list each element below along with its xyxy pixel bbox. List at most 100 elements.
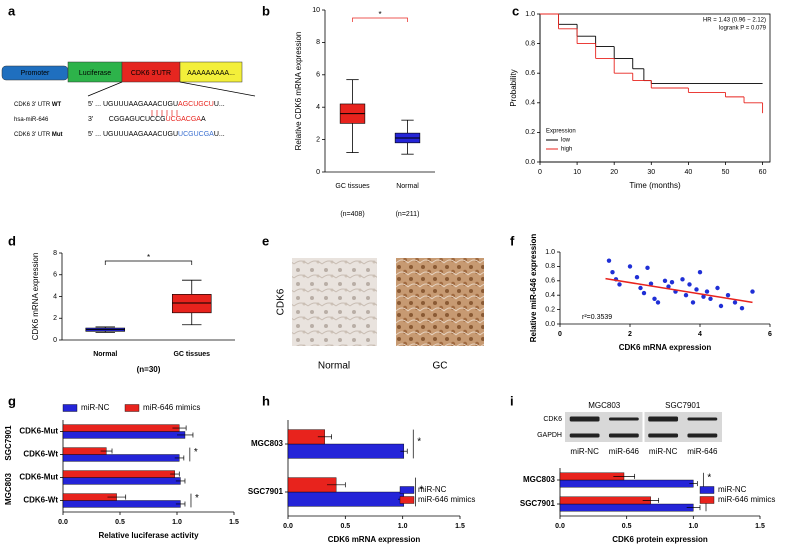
- y-tick-label: MGC803: [523, 475, 556, 484]
- y-tick-label: CDK6-Wt: [23, 496, 58, 505]
- bar: [62, 447, 107, 455]
- fit-line: [605, 277, 753, 304]
- point: [683, 293, 689, 298]
- y-tick-label: CDK6-Wt: [23, 450, 58, 459]
- legend-swatch: [62, 404, 78, 412]
- legend-label: miR-NC: [81, 403, 110, 412]
- x-tick-label: GC tissues: [335, 183, 370, 190]
- bar: [287, 443, 405, 459]
- point: [725, 293, 731, 298]
- blot-band: [608, 433, 639, 438]
- x-tick-label: 6: [768, 331, 772, 338]
- text-part: WT: [52, 102, 62, 108]
- panel-label: i: [510, 393, 514, 408]
- annotation: HR = 1.43 (0.96 − 2.12): [703, 18, 766, 24]
- group-label: MGC803: [4, 472, 13, 505]
- significance-label: *: [417, 437, 421, 448]
- x-sublabel: (n=408): [340, 211, 364, 218]
- point: [634, 275, 640, 280]
- x-tick-label: 0: [558, 331, 562, 338]
- y-tick-label: 4: [53, 293, 57, 300]
- panel-label: g: [8, 393, 16, 408]
- row-name: hsa-miR-646: [14, 117, 49, 123]
- legend-label: miR-NC: [418, 485, 447, 494]
- y-tick-label: 10: [312, 7, 320, 14]
- cell-label: SGC7901: [665, 401, 701, 410]
- point: [750, 289, 755, 294]
- bar: [62, 477, 181, 485]
- blot-band: [608, 417, 639, 421]
- image-caption: GC: [433, 361, 448, 372]
- point: [680, 277, 685, 282]
- bar: [62, 424, 180, 432]
- x-tick-label: 0.5: [340, 523, 350, 530]
- legend-label: miR-NC: [718, 485, 747, 494]
- band-label: CDK6: [543, 416, 562, 423]
- point: [641, 290, 647, 296]
- cell-label: MGC803: [588, 401, 621, 410]
- point: [648, 281, 654, 286]
- y-tick-label: 0.6: [525, 70, 535, 77]
- box-label: AAAAAAAAA...: [187, 70, 235, 77]
- text-part: UCGACGA: [166, 116, 202, 123]
- point: [645, 265, 650, 271]
- y-tick-label: 0.4: [545, 292, 555, 299]
- legend-swatch: [124, 404, 140, 412]
- row-label: CDK6: [276, 288, 287, 315]
- bar: [62, 431, 186, 439]
- x-tick-label: 1.5: [229, 519, 239, 526]
- x-tick-label: 0.0: [283, 523, 293, 530]
- y-tick-label: 0.0: [525, 159, 535, 166]
- box-label: Promoter: [21, 70, 50, 77]
- construct: Promoter Luciferase CDK6 3'UTR AAAAAAAAA…: [1, 61, 256, 116]
- x-axis-label: CDK6 mRNA expression: [619, 343, 712, 352]
- significance-label: *: [420, 485, 424, 496]
- y-tick-label: SGC7901: [520, 499, 556, 508]
- point: [694, 287, 699, 292]
- blot-band: [687, 433, 718, 438]
- bar: [62, 500, 181, 508]
- sequence: 5' ... UGUUUAAGAAACUGUAGCUGCUU...: [88, 101, 225, 108]
- y-axis-label: Probability: [509, 69, 518, 106]
- x-tick-label: 1.5: [455, 523, 465, 530]
- x-axis-label: CDK6 mRNA expression: [328, 535, 421, 544]
- y-tick-label: 8: [316, 39, 320, 46]
- x-tick-label: 20: [610, 169, 618, 176]
- point: [662, 278, 668, 283]
- panel-label: b: [262, 3, 270, 18]
- point: [697, 269, 703, 275]
- bar: [62, 454, 180, 462]
- lane-label: miR-NC: [649, 447, 678, 456]
- point: [652, 296, 657, 301]
- x-sublabel: (n=211): [396, 211, 420, 218]
- legend-swatch: [399, 486, 415, 494]
- panel-label: c: [512, 3, 519, 18]
- row-name: CDK6 3' UTR Mut: [14, 132, 63, 138]
- y-tick-label: 4: [316, 104, 320, 111]
- point: [606, 258, 612, 263]
- y-tick-label: 0.2: [525, 129, 535, 136]
- legend-swatch: [699, 486, 715, 494]
- x-tick-label: 2: [628, 331, 632, 338]
- panel-label: e: [262, 233, 269, 248]
- blot-band: [569, 433, 600, 438]
- y-tick-label: 1.0: [525, 11, 535, 18]
- bar: [559, 496, 651, 505]
- significance-label: *: [378, 10, 381, 19]
- blot-band: [569, 416, 600, 422]
- x-tick-label: 60: [759, 169, 767, 176]
- text-part: 5' ... UGUUUAAGAAACUGU: [88, 131, 178, 138]
- box: [171, 294, 212, 314]
- group-label: SGC7901: [4, 425, 13, 461]
- row-name: CDK6 3' UTR WT: [14, 102, 61, 108]
- legend-label: miR-646 mimics: [718, 495, 775, 504]
- y-tick-label: 2: [53, 315, 57, 322]
- x-tick-label: 0.5: [115, 519, 125, 526]
- panel-label: h: [262, 393, 270, 408]
- x-axis-label: Time (months): [629, 181, 681, 190]
- panel-label: a: [8, 3, 16, 18]
- ihc-image-gc: [396, 258, 484, 346]
- panel-label: d: [8, 233, 16, 248]
